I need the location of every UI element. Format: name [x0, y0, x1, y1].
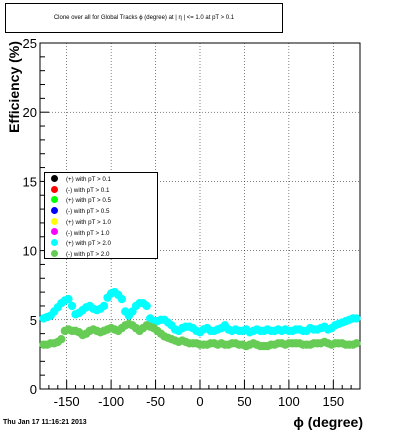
data-point: [352, 339, 360, 347]
legend-entry: (+) with pT > 1.0: [51, 218, 111, 228]
y-tick-label: 20: [23, 105, 37, 120]
y-tick-label: 15: [23, 174, 37, 189]
x-tick-label: -150: [54, 394, 80, 409]
legend-label: (-) with pT > 0.1: [66, 187, 109, 194]
legend-marker-icon: [51, 239, 58, 246]
legend-marker-icon: [51, 250, 58, 257]
legend-marker-icon: [51, 175, 58, 182]
legend-label: (+) with pT > 0.5: [66, 197, 111, 204]
y-tick-label: 5: [30, 313, 37, 328]
legend-label: (-) with pT > 0.5: [66, 208, 109, 215]
data-point: [57, 335, 65, 343]
data-point: [100, 302, 108, 310]
timestamp: Thu Jan 17 11:16:21 2013: [3, 419, 87, 426]
legend-label: (-) with pT > 1.0: [66, 230, 109, 237]
data-point: [118, 295, 126, 303]
legend-entry: (+) with pT > 0.5: [51, 196, 111, 206]
title-box: Clone over all for Global Tracks ϕ (degr…: [5, 3, 283, 33]
chart-title: Clone over all for Global Tracks ϕ (degr…: [6, 15, 282, 21]
x-axis-label: ϕ (degree): [293, 414, 363, 430]
legend-marker-icon: [51, 228, 58, 235]
legend-label: (-) with pT > 2.0: [66, 251, 109, 258]
legend-label: (+) with pT > 2.0: [66, 240, 111, 247]
x-tick-label: 50: [237, 394, 251, 409]
legend-marker-icon: [51, 186, 58, 193]
x-tick-label: 150: [322, 394, 344, 409]
y-tick-label: 10: [23, 244, 37, 259]
legend-entry: (-) with pT > 1.0: [51, 229, 109, 239]
legend: (+) with pT > 0.1 (-) with pT > 0.1 (+) wi…: [44, 172, 158, 259]
legend-entry: (-) with pT > 0.1: [51, 186, 109, 196]
legend-entry: (+) with pT > 0.1: [51, 175, 111, 185]
legend-marker-icon: [51, 207, 58, 214]
data-point: [142, 302, 150, 310]
x-tick-label: 100: [278, 394, 300, 409]
y-tick-label: 25: [23, 36, 37, 51]
legend-entry: (-) with pT > 2.0: [51, 250, 109, 260]
x-tick-label: -100: [98, 394, 124, 409]
y-axis-label: Efficiency (%): [6, 41, 22, 133]
legend-label: (+) with pT > 0.1: [66, 176, 111, 183]
legend-entry: (-) with pT > 0.5: [51, 207, 109, 217]
legend-marker-icon: [51, 196, 58, 203]
x-tick-label: -50: [146, 394, 165, 409]
x-tick-label: 0: [196, 394, 203, 409]
legend-label: (+) with pT > 1.0: [66, 219, 111, 226]
data-point: [68, 302, 76, 310]
y-tick-label: 0: [30, 382, 37, 397]
legend-entry: (+) with pT > 2.0: [51, 239, 111, 249]
legend-marker-icon: [51, 218, 58, 225]
data-point: [352, 314, 360, 322]
